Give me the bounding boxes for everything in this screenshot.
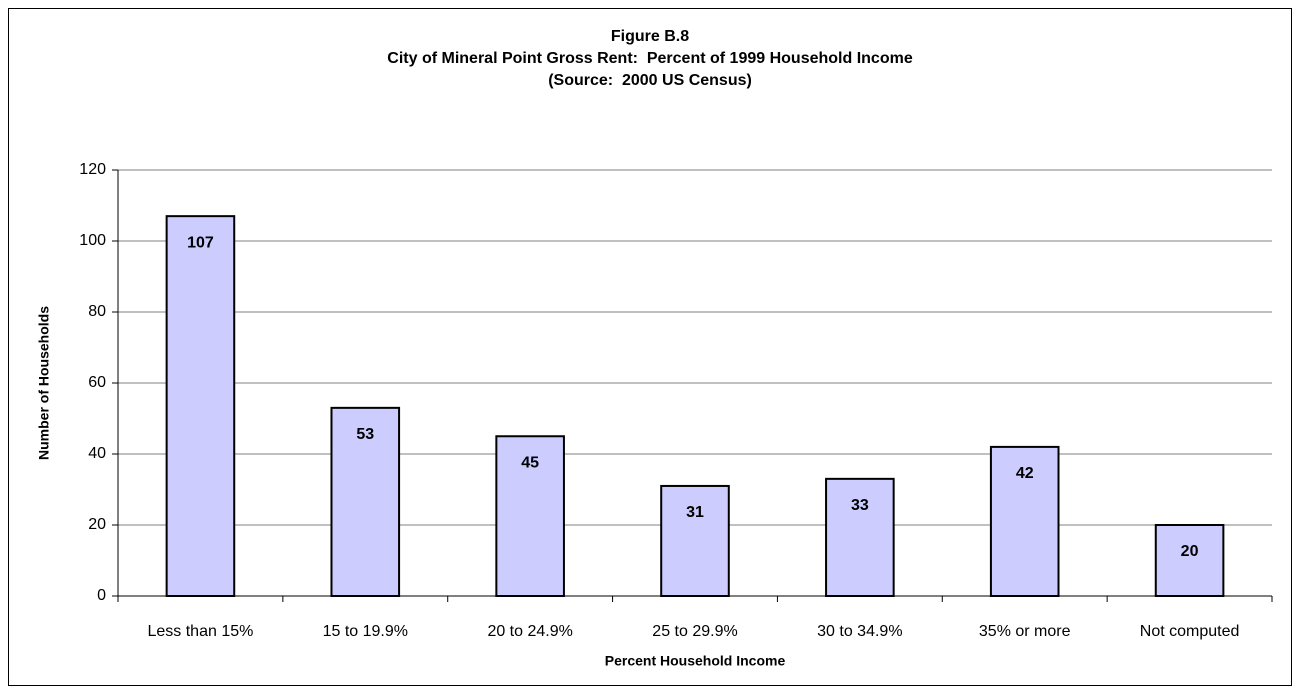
y-tick-label: 20 — [88, 516, 106, 533]
data-label: 45 — [521, 454, 539, 471]
x-tick-label: 30 to 34.9% — [817, 623, 902, 640]
data-label: 42 — [1016, 465, 1034, 482]
bar — [1154, 524, 1225, 597]
chart-title: Figure B.8 — [611, 28, 689, 45]
data-label: 107 — [187, 234, 214, 251]
bar — [989, 445, 1060, 597]
x-tick-label: 15 to 19.9% — [323, 623, 408, 640]
bar — [825, 477, 895, 598]
bar — [330, 406, 401, 597]
x-tick-label: Less than 15% — [147, 623, 253, 640]
x-tick-label: 25 to 29.9% — [652, 623, 737, 640]
data-label: 33 — [851, 497, 869, 514]
data-label: 20 — [1181, 543, 1199, 560]
y-tick-label: 60 — [88, 374, 106, 391]
y-axis-label: Number of Households — [36, 306, 52, 460]
bar — [495, 435, 565, 597]
bar — [165, 215, 236, 597]
x-tick-label: Not computed — [1140, 623, 1240, 640]
x-axis-label: Percent Household Income — [605, 653, 786, 669]
y-tick-label: 0 — [97, 587, 106, 604]
bar — [660, 484, 730, 598]
data-label: 53 — [356, 426, 374, 443]
x-tick-label: 20 to 24.9% — [487, 623, 572, 640]
y-tick-label: 80 — [88, 303, 106, 320]
y-tick-label: 40 — [88, 445, 106, 462]
y-tick-label: 100 — [79, 232, 106, 249]
chart-title: City of Mineral Point Gross Rent: Percen… — [387, 50, 913, 67]
y-tick-label: 120 — [79, 161, 106, 178]
chart-title: (Source: 2000 US Census) — [548, 72, 752, 89]
data-label: 31 — [686, 504, 704, 521]
x-tick-label: 35% or more — [979, 623, 1071, 640]
